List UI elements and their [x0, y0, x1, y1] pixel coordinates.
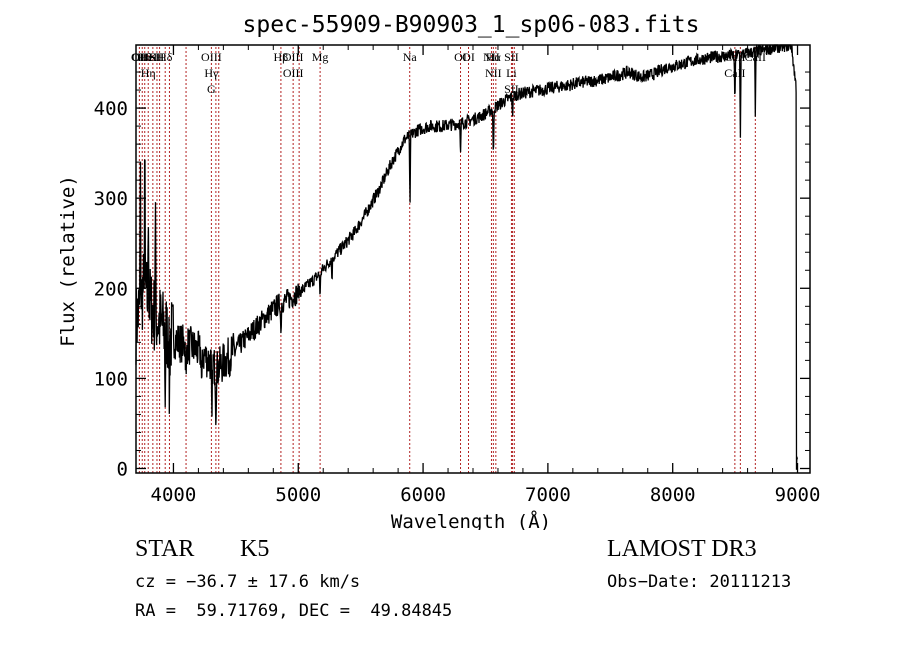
x-tick-label: 5000	[275, 484, 321, 506]
coordinates: RA = 59.71769, DEC = 49.84845	[135, 601, 453, 621]
x-axis-label: Wavelength (Å)	[391, 510, 551, 530]
line-marker-label: Hη	[141, 66, 156, 80]
object-class: STAR	[135, 536, 195, 562]
y-tick-label: 0	[117, 458, 128, 480]
object-subclass: K5	[240, 536, 270, 562]
line-marker-label: OIII	[283, 50, 304, 64]
line-marker-label: OIII	[201, 50, 222, 64]
line-marker-label: NII	[483, 50, 500, 64]
y-tick-label: 400	[94, 98, 128, 120]
line-marker-label: Hβ	[274, 50, 289, 64]
line-marker-label: NII	[485, 66, 502, 80]
spectrum-chart: spec-55909-B90903_1_sp06-083.fits OIIOII…	[57, 12, 821, 530]
y-tick-label: 100	[94, 368, 128, 390]
line-markers	[138, 47, 756, 473]
line-marker-label: OI	[454, 50, 467, 64]
y-tick-label: 200	[94, 278, 128, 300]
y-axis-label: Flux (relative)	[57, 175, 79, 347]
x-axis-ticks: 4000 5000 6000 7000 8000 9000	[151, 45, 821, 506]
line-marker-label: Li	[506, 66, 517, 80]
line-marker-label: G	[207, 82, 216, 96]
line-marker-label: Na	[403, 50, 418, 64]
chart-title: spec-55909-B90903_1_sp06-083.fits	[243, 12, 700, 38]
line-marker-label: OIII	[283, 66, 304, 80]
redshift-readout: cz = −36.7 ± 17.6 km/s	[135, 572, 361, 592]
observation-date: Obs−Date: 20111213	[607, 572, 792, 592]
line-marker-label: HeI	[139, 50, 157, 64]
line-marker-label: Hα	[486, 50, 502, 64]
line-marker-label: H	[155, 50, 164, 64]
line-marker-label: K	[149, 50, 158, 64]
y-axis-ticks: 0 100 200 300 400	[94, 71, 810, 480]
line-marker-label: Hγ	[204, 66, 219, 80]
line-marker-label: OI	[462, 50, 475, 64]
line-marker-label: Hθ	[138, 50, 153, 64]
x-tick-label: 4000	[151, 484, 197, 506]
line-marker-label: OIII	[132, 50, 153, 64]
line-marker-label: SII	[150, 50, 165, 64]
spectrum-line	[135, 43, 798, 470]
line-marker-label: OII	[131, 50, 148, 64]
line-marker-label: SII	[504, 50, 519, 64]
survey-label: LAMOST DR3	[607, 536, 757, 562]
line-marker-label: Hδ	[158, 50, 173, 64]
x-tick-label: 6000	[400, 484, 446, 506]
line-marker-label: Mg	[312, 50, 329, 64]
y-tick-label: 300	[94, 188, 128, 210]
x-tick-label: 9000	[775, 484, 821, 506]
x-tick-label: 7000	[525, 484, 571, 506]
plot-frame	[135, 44, 811, 474]
x-tick-label: 8000	[650, 484, 696, 506]
